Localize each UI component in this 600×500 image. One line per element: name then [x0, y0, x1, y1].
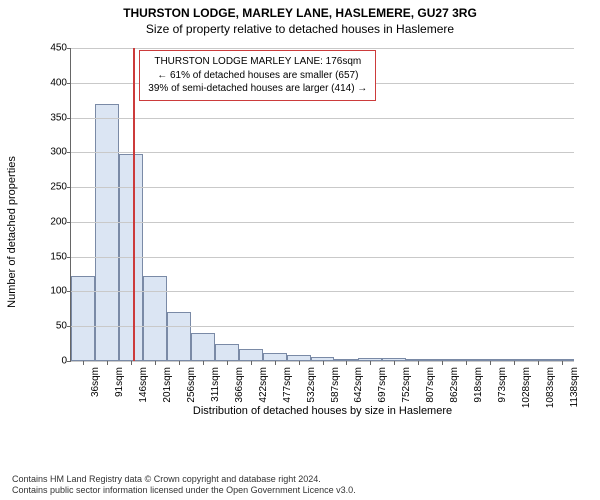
- x-tick-label: 1028sqm: [521, 367, 532, 417]
- y-tick-label: 300: [50, 147, 71, 158]
- histogram-bar: [167, 312, 191, 361]
- histogram-bar: [239, 349, 263, 361]
- x-tick-label: 422sqm: [258, 367, 269, 417]
- annotation-line-2: ← 61% of detached houses are smaller (65…: [148, 69, 367, 83]
- grid-line: [71, 291, 574, 292]
- grid-line: [71, 118, 574, 119]
- histogram-bar: [119, 154, 143, 361]
- x-tick-mark: [131, 361, 132, 365]
- y-tick-label: 50: [56, 321, 71, 332]
- x-tick-label: 752sqm: [401, 367, 412, 417]
- footer-line-2: Contains public sector information licen…: [12, 485, 588, 496]
- x-tick-mark: [394, 361, 395, 365]
- y-axis-label: Number of detached properties: [6, 156, 18, 308]
- y-tick-label: 100: [50, 286, 71, 297]
- x-tick-mark: [442, 361, 443, 365]
- histogram-bar: [95, 104, 119, 361]
- x-tick-mark: [538, 361, 539, 365]
- y-tick-label: 400: [50, 77, 71, 88]
- x-tick-mark: [203, 361, 204, 365]
- chart-container: Number of detached properties Distributi…: [40, 44, 580, 420]
- x-tick-mark: [514, 361, 515, 365]
- x-tick-mark: [418, 361, 419, 365]
- x-tick-label: 697sqm: [377, 367, 388, 417]
- histogram-bar: [143, 276, 167, 361]
- x-tick-label: 1138sqm: [569, 367, 580, 417]
- chart-title-sub: Size of property relative to detached ho…: [0, 20, 600, 40]
- x-tick-label: 146sqm: [138, 367, 149, 417]
- x-tick-mark: [299, 361, 300, 365]
- x-tick-mark: [323, 361, 324, 365]
- x-tick-label: 642sqm: [353, 367, 364, 417]
- x-tick-label: 973sqm: [497, 367, 508, 417]
- plot-area: Distribution of detached houses by size …: [70, 48, 574, 362]
- histogram-bar: [263, 353, 287, 361]
- grid-line: [71, 326, 574, 327]
- x-tick-label: 201sqm: [162, 367, 173, 417]
- histogram-bar: [71, 276, 95, 361]
- x-tick-mark: [562, 361, 563, 365]
- x-tick-mark: [155, 361, 156, 365]
- x-tick-label: 477sqm: [282, 367, 293, 417]
- property-marker-line: [133, 48, 135, 361]
- y-tick-label: 0: [61, 356, 71, 367]
- x-tick-mark: [466, 361, 467, 365]
- grid-line: [71, 152, 574, 153]
- histogram-bar: [191, 333, 215, 361]
- x-tick-label: 366sqm: [234, 367, 245, 417]
- annotation-box: THURSTON LODGE MARLEY LANE: 176sqm← 61% …: [139, 50, 376, 101]
- x-tick-label: 862sqm: [449, 367, 460, 417]
- x-tick-label: 256sqm: [186, 367, 197, 417]
- y-tick-label: 350: [50, 112, 71, 123]
- x-tick-label: 311sqm: [210, 367, 221, 417]
- footer-line-1: Contains HM Land Registry data © Crown c…: [12, 474, 588, 485]
- x-tick-label: 1083sqm: [545, 367, 556, 417]
- x-tick-label: 91sqm: [114, 367, 125, 417]
- x-tick-label: 918sqm: [473, 367, 484, 417]
- grid-line: [71, 48, 574, 49]
- x-tick-mark: [346, 361, 347, 365]
- x-tick-label: 587sqm: [330, 367, 341, 417]
- x-tick-mark: [490, 361, 491, 365]
- x-tick-label: 807sqm: [425, 367, 436, 417]
- y-tick-label: 450: [50, 43, 71, 54]
- x-tick-mark: [275, 361, 276, 365]
- annotation-line-1: THURSTON LODGE MARLEY LANE: 176sqm: [148, 55, 367, 69]
- chart-title-main: THURSTON LODGE, MARLEY LANE, HASLEMERE, …: [0, 0, 600, 20]
- grid-line: [71, 187, 574, 188]
- y-tick-label: 250: [50, 182, 71, 193]
- x-tick-mark: [179, 361, 180, 365]
- x-tick-mark: [107, 361, 108, 365]
- x-tick-mark: [227, 361, 228, 365]
- x-tick-mark: [370, 361, 371, 365]
- x-tick-mark: [251, 361, 252, 365]
- x-tick-label: 36sqm: [90, 367, 101, 417]
- y-tick-label: 150: [50, 251, 71, 262]
- grid-line: [71, 257, 574, 258]
- histogram-bar: [215, 344, 239, 361]
- grid-line: [71, 222, 574, 223]
- x-tick-mark: [83, 361, 84, 365]
- footer-attribution: Contains HM Land Registry data © Crown c…: [12, 474, 588, 497]
- x-tick-label: 532sqm: [306, 367, 317, 417]
- annotation-line-3: 39% of semi-detached houses are larger (…: [148, 82, 367, 96]
- y-tick-label: 200: [50, 216, 71, 227]
